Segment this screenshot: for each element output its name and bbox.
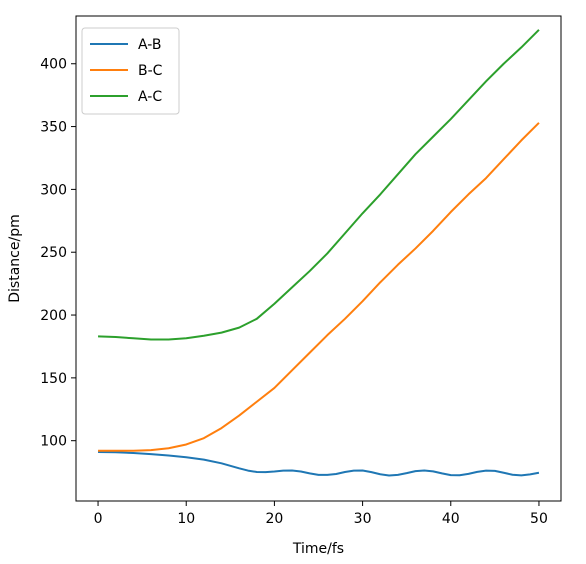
x-axis-label: Time/fs <box>292 541 344 557</box>
y-tick-label: 350 <box>40 120 67 136</box>
legend-label-b-c: B-C <box>138 63 163 79</box>
y-axis-label: Distance/pm <box>7 214 23 302</box>
y-tick-label: 300 <box>40 182 67 198</box>
x-tick-label: 20 <box>265 511 283 527</box>
x-axis: 0 10 20 30 40 50 <box>94 501 548 527</box>
series-line-a-b <box>98 451 540 477</box>
x-tick-label: 10 <box>177 511 195 527</box>
y-tick-label: 250 <box>40 245 67 261</box>
y-tick-label: 400 <box>40 57 67 73</box>
y-tick-label: 150 <box>40 371 67 387</box>
x-tick-label: 0 <box>94 511 103 527</box>
x-tick-label: 40 <box>442 511 460 527</box>
series-line-a-c <box>98 29 540 341</box>
legend-label-a-c: A-C <box>138 89 162 105</box>
y-axis: 100 150 200 250 300 350 400 <box>40 57 76 450</box>
plot-frame <box>75 15 562 502</box>
legend-label-a-b: A-B <box>138 37 161 53</box>
series-line-b-c <box>98 122 540 452</box>
y-tick-label: 200 <box>40 308 67 324</box>
legend: A-B B-C A-C <box>81 27 180 115</box>
x-tick-label: 50 <box>530 511 548 527</box>
y-tick-label: 100 <box>40 434 67 450</box>
legend-box <box>81 27 180 115</box>
series-layer <box>98 29 540 477</box>
x-tick-label: 30 <box>354 511 372 527</box>
